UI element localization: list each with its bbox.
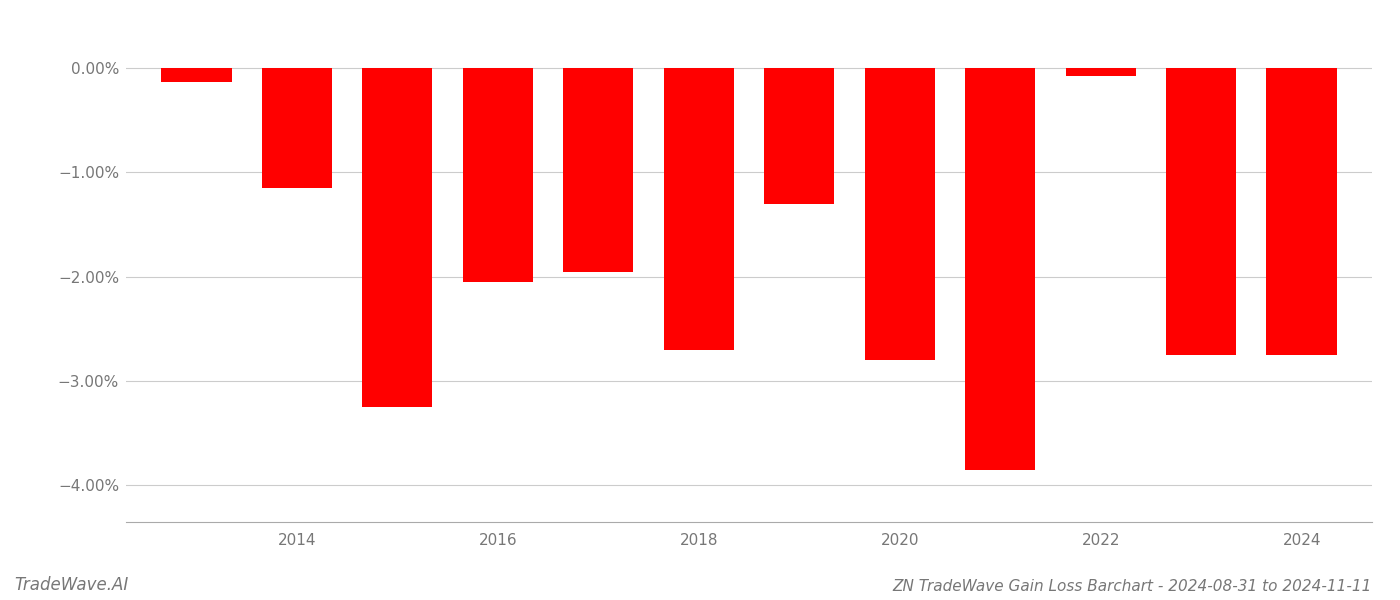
Text: TradeWave.AI: TradeWave.AI [14,576,129,594]
Bar [664,68,734,350]
Bar [161,68,231,82]
Bar [764,68,834,204]
Bar [1065,68,1135,76]
Bar [262,68,332,188]
Text: ZN TradeWave Gain Loss Barchart - 2024-08-31 to 2024-11-11: ZN TradeWave Gain Loss Barchart - 2024-0… [893,579,1372,594]
Bar [462,68,533,282]
Bar [1267,68,1337,355]
Bar [1166,68,1236,355]
Bar [363,68,433,407]
Bar [865,68,935,360]
Bar [563,68,633,272]
Bar [965,68,1036,470]
